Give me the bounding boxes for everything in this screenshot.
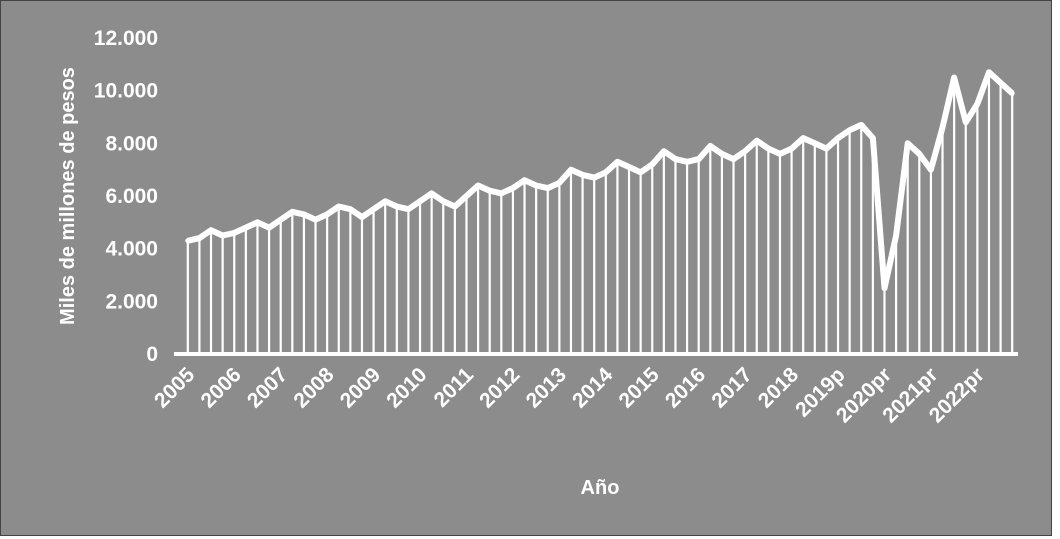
data-point	[823, 146, 829, 152]
x-tick-label: 2017	[707, 363, 756, 412]
data-point	[870, 135, 876, 141]
x-tick-label: 2015	[614, 363, 664, 413]
data-point	[881, 285, 887, 291]
data-point	[347, 206, 353, 212]
data-point	[220, 233, 226, 238]
data-point	[231, 230, 237, 236]
data-point	[475, 182, 481, 188]
data-point	[696, 156, 702, 162]
data-point	[998, 80, 1004, 86]
data-point	[835, 135, 841, 141]
data-point	[463, 193, 469, 199]
x-tick-label: 2005	[150, 363, 200, 413]
data-point	[974, 101, 980, 107]
data-point	[452, 204, 458, 210]
data-point	[510, 185, 516, 191]
data-point	[742, 148, 748, 154]
data-point	[789, 146, 795, 152]
data-point	[556, 180, 562, 186]
y-tick-label: 2.000	[105, 290, 158, 313]
x-tick-label: 2008	[289, 363, 339, 413]
data-point	[324, 211, 330, 217]
data-point	[429, 190, 435, 196]
data-point	[765, 146, 771, 152]
x-axis-title: Año	[581, 477, 620, 499]
data-point	[916, 151, 922, 157]
data-point	[1009, 90, 1015, 96]
data-point	[208, 227, 214, 233]
data-point	[196, 235, 202, 241]
data-point	[928, 167, 934, 173]
data-point	[440, 198, 446, 204]
data-point	[266, 225, 272, 231]
data-point	[800, 135, 806, 141]
x-tick-label: 2012	[475, 363, 524, 412]
data-point	[963, 119, 969, 125]
data-point	[858, 122, 864, 128]
data-point	[278, 217, 284, 223]
y-axis-title: Miles de millones de pesos	[57, 67, 79, 325]
data-point	[951, 75, 957, 80]
data-point	[545, 185, 551, 191]
data-point	[336, 204, 342, 210]
x-tick-label: 2013	[522, 363, 571, 412]
data-point	[417, 198, 423, 204]
data-point	[301, 211, 307, 217]
y-tick-label: 6.000	[105, 185, 158, 208]
data-point	[661, 148, 667, 154]
data-point	[719, 151, 725, 157]
data-point	[185, 238, 191, 244]
data-point	[905, 140, 911, 146]
data-point	[289, 209, 295, 215]
x-tick-label: 2006	[196, 363, 245, 412]
data-point	[940, 125, 946, 131]
y-tick-label: 10.000	[94, 80, 158, 103]
x-tick-label: 2009	[336, 363, 385, 412]
data-point	[568, 167, 574, 173]
data-point	[580, 172, 586, 178]
data-point	[603, 169, 609, 175]
data-point	[533, 182, 539, 188]
data-point	[626, 164, 632, 170]
x-tick-label: 2011	[430, 363, 479, 412]
series-line	[187, 69, 1015, 292]
data-point	[371, 206, 377, 212]
data-point	[487, 188, 493, 194]
data-point	[754, 138, 760, 144]
data-point	[394, 204, 400, 210]
data-point	[254, 219, 260, 225]
data-point	[707, 143, 713, 149]
data-point	[405, 206, 411, 212]
data-point	[986, 69, 992, 75]
data-point	[684, 159, 690, 165]
x-tick-label: 2010	[382, 363, 431, 412]
y-tick-label: 8.000	[105, 132, 158, 155]
y-tick-label: 0	[146, 343, 158, 366]
data-point	[893, 233, 899, 238]
data-point	[777, 151, 783, 157]
data-point	[382, 198, 388, 204]
data-point	[614, 159, 620, 165]
y-tick-label: 4.000	[105, 238, 158, 261]
data-point	[359, 214, 365, 220]
y-tick-label: 12.000	[94, 27, 158, 50]
data-point	[638, 169, 644, 175]
data-point	[649, 161, 655, 167]
x-tick-label: 2007	[243, 363, 292, 412]
data-point	[313, 217, 319, 223]
data-point	[591, 175, 597, 181]
x-tick-label: 2014	[568, 363, 618, 413]
data-point	[498, 190, 504, 196]
x-tick-label: 2016	[661, 363, 710, 412]
data-point	[672, 156, 678, 162]
data-point	[243, 225, 249, 231]
data-point	[847, 127, 853, 133]
data-point	[522, 177, 528, 183]
data-point	[731, 156, 737, 162]
data-point	[812, 140, 818, 146]
